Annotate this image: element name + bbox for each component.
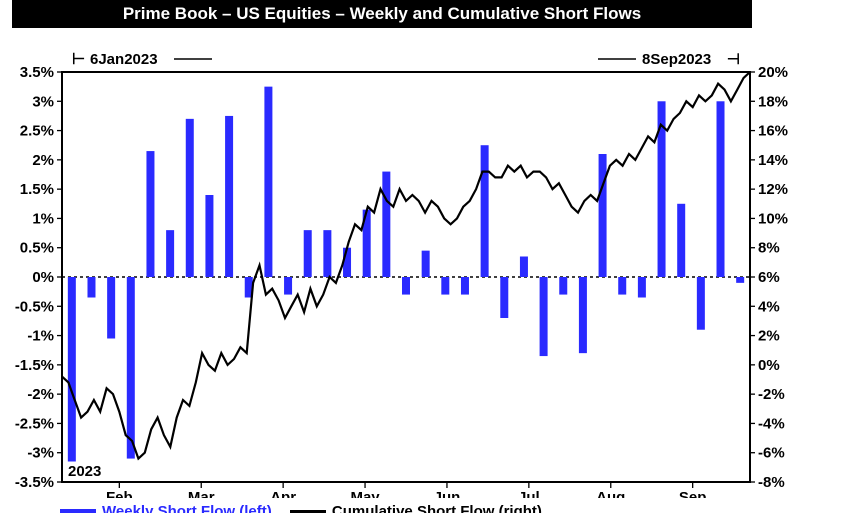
svg-text:16%: 16% bbox=[758, 123, 788, 140]
svg-text:3.5%: 3.5% bbox=[20, 64, 54, 81]
svg-text:-2.5%: -2.5% bbox=[15, 415, 54, 432]
legend-cumulative: Cumulative Short Flow (right) bbox=[290, 503, 542, 513]
legend: Weekly Short Flow (left) Cumulative Shor… bbox=[0, 500, 848, 513]
svg-text:-2%: -2% bbox=[27, 386, 54, 403]
svg-text:3%: 3% bbox=[32, 93, 54, 110]
svg-text:18%: 18% bbox=[758, 93, 788, 110]
svg-text:6%: 6% bbox=[758, 269, 780, 286]
legend-swatch-bar bbox=[60, 509, 96, 513]
svg-text:-3%: -3% bbox=[27, 445, 54, 462]
svg-text:-0.5%: -0.5% bbox=[15, 298, 54, 315]
svg-text:0.5%: 0.5% bbox=[20, 240, 54, 257]
svg-text:⊣: ⊣ bbox=[727, 51, 740, 68]
legend-weekly: Weekly Short Flow (left) bbox=[60, 503, 272, 513]
svg-text:-2%: -2% bbox=[758, 386, 785, 403]
svg-text:12%: 12% bbox=[758, 181, 788, 198]
svg-text:8%: 8% bbox=[758, 240, 780, 257]
svg-text:-8%: -8% bbox=[758, 474, 785, 491]
svg-text:10%: 10% bbox=[758, 210, 788, 227]
svg-text:6Jan2023: 6Jan2023 bbox=[90, 51, 158, 68]
svg-text:⊢: ⊢ bbox=[72, 51, 85, 68]
chart-title: Prime Book – US Equities – Weekly and Cu… bbox=[12, 0, 752, 28]
svg-text:Sep: Sep bbox=[679, 489, 707, 498]
svg-text:4%: 4% bbox=[758, 298, 780, 315]
svg-text:Jun: Jun bbox=[434, 489, 461, 498]
svg-text:Jul: Jul bbox=[518, 489, 540, 498]
svg-text:Apr: Apr bbox=[270, 489, 296, 498]
svg-text:2.5%: 2.5% bbox=[20, 123, 54, 140]
svg-text:May: May bbox=[350, 489, 380, 498]
svg-text:2023: 2023 bbox=[68, 463, 101, 480]
legend-cumulative-label: Cumulative Short Flow (right) bbox=[332, 503, 542, 513]
svg-text:2%: 2% bbox=[758, 328, 780, 345]
svg-text:-6%: -6% bbox=[758, 445, 785, 462]
svg-text:8Sep2023: 8Sep2023 bbox=[642, 51, 711, 68]
svg-text:Aug: Aug bbox=[596, 489, 625, 498]
svg-text:14%: 14% bbox=[758, 152, 788, 169]
svg-text:1%: 1% bbox=[32, 210, 54, 227]
svg-text:-1.5%: -1.5% bbox=[15, 357, 54, 374]
svg-text:1.5%: 1.5% bbox=[20, 181, 54, 198]
chart-area: -3.5% -3% -2.5% -2% -1.5% -1% -0.5% 0% 0.5% 1% 1.5… bbox=[0, 28, 848, 498]
legend-weekly-label: Weekly Short Flow (left) bbox=[102, 503, 272, 513]
svg-text:-1%: -1% bbox=[27, 328, 54, 345]
svg-text:-4%: -4% bbox=[758, 415, 785, 432]
svg-text:Mar: Mar bbox=[188, 489, 215, 498]
svg-text:-3.5%: -3.5% bbox=[15, 474, 54, 491]
svg-text:0%: 0% bbox=[32, 269, 54, 286]
svg-text:Feb: Feb bbox=[106, 489, 133, 498]
svg-text:2%: 2% bbox=[32, 152, 54, 169]
svg-text:20%: 20% bbox=[758, 64, 788, 81]
chart-svg: -3.5% -3% -2.5% -2% -1.5% -1% -0.5% 0% 0.5% 1% 1.5… bbox=[0, 28, 810, 498]
svg-text:0%: 0% bbox=[758, 357, 780, 374]
